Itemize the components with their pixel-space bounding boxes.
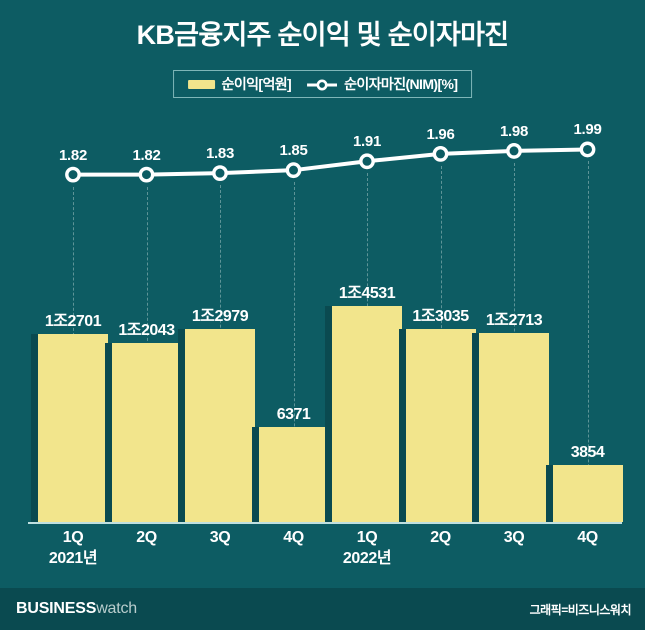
x-axis-tick: 2Q bbox=[396, 527, 486, 548]
x-axis-quarter: 2Q bbox=[136, 529, 157, 546]
x-axis-tick: 2Q bbox=[102, 527, 192, 548]
plot-area: 1조2701 1조2043 1조2979 6371 1조4531 1조3035 1조2713… bbox=[0, 110, 645, 525]
nim-polyline bbox=[71, 147, 590, 177]
nim-value-label: 1.83 bbox=[206, 145, 234, 163]
bar-shadow bbox=[325, 306, 332, 522]
x-axis-tick: 3Q bbox=[175, 527, 265, 548]
nim-marker[interactable] bbox=[285, 162, 302, 179]
x-axis-year: 2021년 bbox=[48, 550, 98, 567]
nim-marker[interactable] bbox=[506, 143, 522, 159]
gridline bbox=[293, 182, 295, 522]
nim-marker[interactable] bbox=[212, 165, 228, 182]
nim-marker[interactable] bbox=[65, 166, 81, 183]
x-axis-quarter: 3Q bbox=[209, 529, 231, 546]
bar-value-label: 1조4531 bbox=[338, 285, 396, 302]
x-axis-quarter: 4Q bbox=[283, 529, 304, 546]
bar-value-label: 1조2043 bbox=[118, 322, 175, 339]
x-axis-tick: 4Q bbox=[249, 527, 339, 548]
nim-value-label: 1.85 bbox=[279, 142, 308, 160]
nim-line-series bbox=[65, 141, 596, 183]
bar-value-label: 3854 bbox=[570, 444, 605, 461]
x-axis-tick: 1Q 2022년 bbox=[322, 527, 412, 569]
nim-value-label: 1.82 bbox=[59, 146, 87, 164]
page-title: KB금융지주 순이익 및 순이자마진 bbox=[136, 20, 510, 50]
nim-marker[interactable] bbox=[138, 166, 155, 183]
line-marker-icon bbox=[307, 78, 338, 91]
bar-shadow bbox=[398, 329, 406, 522]
nim-value-label: 1.91 bbox=[353, 133, 381, 151]
x-axis-quarter: 2Q bbox=[430, 529, 451, 546]
bar-shadow bbox=[104, 343, 112, 522]
bar-value-label: 6371 bbox=[276, 406, 311, 423]
logo-light-text: watch bbox=[96, 600, 138, 617]
bar[interactable] bbox=[185, 329, 255, 522]
legend-item-line: 순이자마진(NIM)[%] bbox=[307, 76, 458, 92]
x-axis-tick: 1Q 2021년 bbox=[28, 527, 118, 569]
logo-bold-text: BUSINESS bbox=[16, 600, 97, 617]
x-axis-quarter: 4Q bbox=[577, 529, 598, 546]
business-watch-logo: BUSINESSwatch bbox=[16, 600, 137, 618]
bar[interactable] bbox=[552, 465, 623, 522]
bar-swatch-icon bbox=[187, 79, 215, 89]
nim-marker[interactable] bbox=[432, 145, 449, 162]
bar-shadow bbox=[178, 329, 185, 522]
bar-shadow bbox=[545, 465, 553, 522]
bar[interactable] bbox=[258, 427, 329, 522]
x-axis-tick: 4Q bbox=[543, 527, 633, 548]
nim-value-label: 1.82 bbox=[132, 146, 161, 164]
bar-value-label: 1조2713 bbox=[485, 312, 543, 329]
nim-marker[interactable] bbox=[579, 141, 596, 158]
x-axis-year: 2022년 bbox=[342, 550, 392, 567]
x-axis-line bbox=[28, 522, 622, 524]
footer-bar: BUSINESSwatch 그래픽=비즈니스워치 bbox=[0, 588, 645, 630]
bar-shadow bbox=[472, 333, 479, 522]
x-axis-quarter: 1Q bbox=[62, 529, 84, 546]
bar-shadow bbox=[251, 427, 259, 522]
bar[interactable] bbox=[479, 333, 549, 522]
x-axis-labels: 1Q 2021년 2Q 3Q 4Q 1Q 2022년 2Q 3Q 4Q bbox=[0, 527, 645, 587]
legend-label-bar: 순이익[억원] bbox=[221, 76, 292, 92]
bar-value-label: 1조2979 bbox=[191, 308, 249, 325]
bar[interactable] bbox=[332, 306, 402, 522]
bar[interactable] bbox=[38, 334, 108, 522]
bar[interactable] bbox=[405, 329, 476, 522]
gridline bbox=[587, 161, 589, 522]
graphic-credit: 그래픽=비즈니스워치 bbox=[529, 603, 632, 617]
x-axis-quarter: 3Q bbox=[503, 529, 525, 546]
bar-value-label: 1조2701 bbox=[44, 313, 102, 330]
nim-value-label: 1.98 bbox=[500, 122, 528, 140]
bar-value-label: 1조3035 bbox=[412, 308, 469, 325]
nim-value-label: 1.96 bbox=[426, 125, 455, 143]
chart-legend: 순이익[억원] 순이자마진(NIM)[%] bbox=[172, 70, 473, 98]
nim-value-label: 1.99 bbox=[573, 121, 602, 139]
legend-label-line: 순이자마진(NIM)[%] bbox=[344, 76, 458, 92]
legend-item-bar: 순이익[억원] bbox=[187, 76, 292, 92]
bar[interactable] bbox=[111, 343, 182, 522]
x-axis-tick: 3Q bbox=[469, 527, 559, 548]
x-axis-quarter: 1Q bbox=[356, 529, 378, 546]
bar-shadow bbox=[31, 334, 38, 522]
nim-marker[interactable] bbox=[359, 153, 375, 170]
